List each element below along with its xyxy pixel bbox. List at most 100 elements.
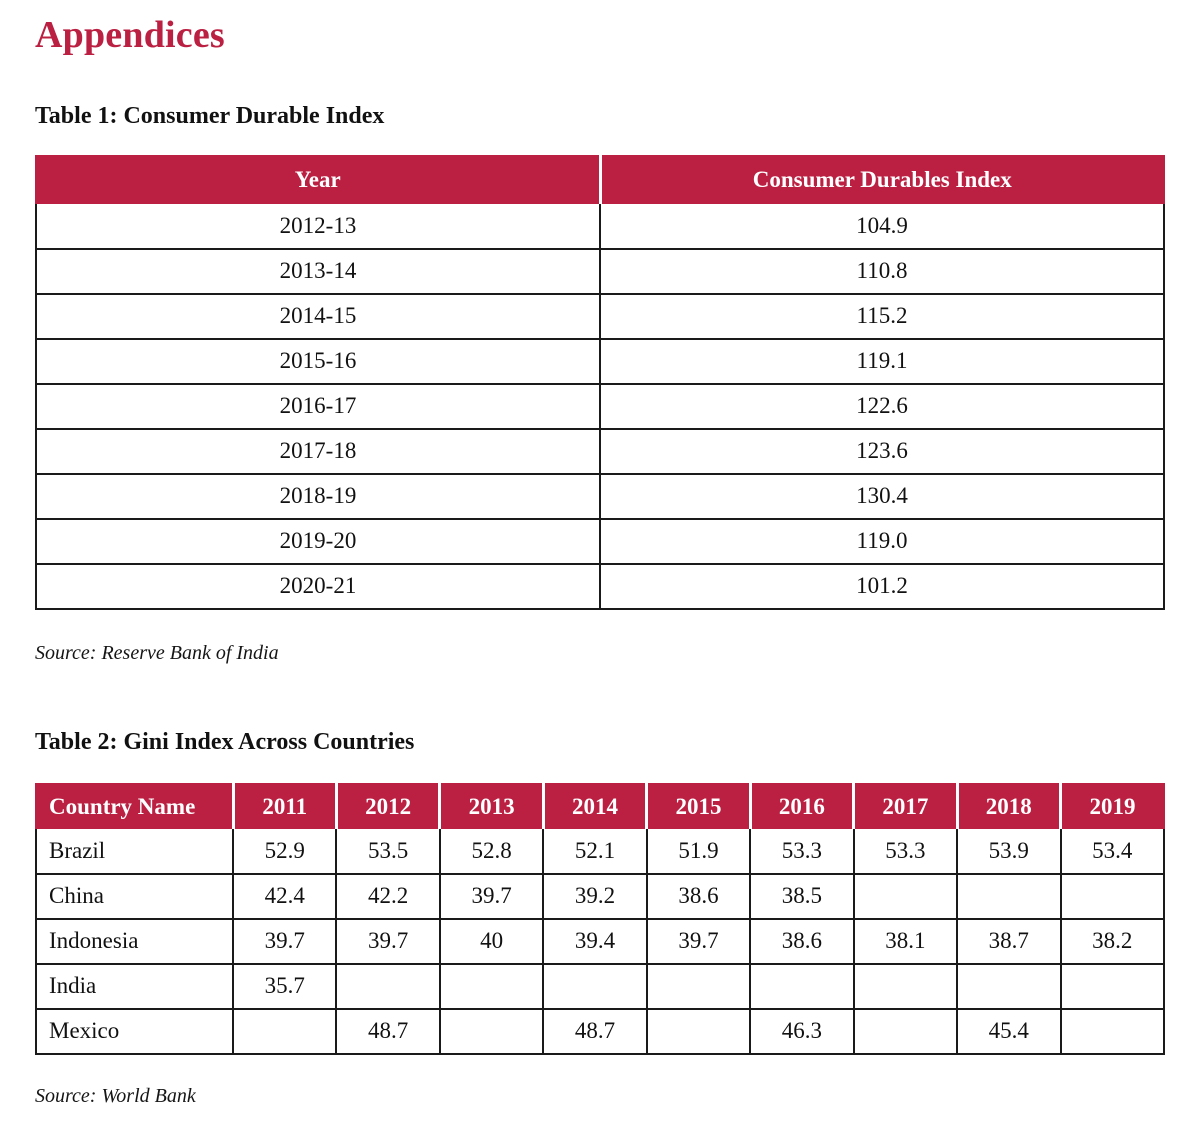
table-cell: 2016-17 bbox=[35, 382, 601, 430]
column-header: Year bbox=[35, 154, 601, 204]
table-cell: 123.6 bbox=[599, 427, 1165, 475]
table-cell: 38.1 bbox=[852, 917, 959, 965]
column-header: 2014 bbox=[541, 782, 648, 829]
table-row: 2020-21 101.2 bbox=[35, 562, 1165, 610]
table-row: Indonesia 39.7 39.7 40 39.4 39.7 38.6 38.1 38.7 3… bbox=[35, 917, 1165, 965]
table-cell: 53.4 bbox=[1059, 827, 1165, 875]
table-cell: 35.7 bbox=[231, 962, 338, 1010]
table1-title: Table 1: Consumer Durable Index bbox=[35, 102, 385, 129]
table2-body: Brazil 52.9 53.5 52.8 52.1 51.9 53.3 53.3 53.9 53… bbox=[35, 827, 1165, 1055]
table-cell: 39.7 bbox=[335, 917, 441, 965]
table-cell bbox=[1059, 1007, 1165, 1055]
table-cell: 52.1 bbox=[542, 827, 648, 875]
table-cell: 40 bbox=[438, 917, 545, 965]
table-cell: 2014-15 bbox=[35, 292, 601, 340]
table-cell: 2012-13 bbox=[35, 202, 601, 250]
page-title: Appendices bbox=[35, 14, 225, 56]
column-header: 2015 bbox=[645, 782, 752, 829]
column-header: 2011 bbox=[231, 782, 338, 829]
table-cell: 2017-18 bbox=[35, 427, 601, 475]
table-cell: 38.7 bbox=[956, 917, 1062, 965]
table-cell: 38.2 bbox=[1059, 917, 1165, 965]
column-header: 2018 bbox=[955, 782, 1062, 829]
table-cell bbox=[645, 962, 752, 1010]
table-cell: 38.6 bbox=[645, 872, 752, 920]
table-cell bbox=[1059, 872, 1165, 920]
table-cell: 130.4 bbox=[599, 472, 1165, 520]
table-cell: Brazil bbox=[35, 827, 234, 875]
table-cell: 2013-14 bbox=[35, 247, 601, 295]
table-row: 2013-14 110.8 bbox=[35, 247, 1165, 295]
table-row: China 42.4 42.2 39.7 39.2 38.6 38.5 bbox=[35, 872, 1165, 920]
table-cell: 51.9 bbox=[645, 827, 752, 875]
table-cell: 53.3 bbox=[749, 827, 855, 875]
table-cell bbox=[852, 962, 959, 1010]
table-cell: 46.3 bbox=[749, 1007, 855, 1055]
table-row: India 35.7 bbox=[35, 962, 1165, 1010]
table-row: Brazil 52.9 53.5 52.8 52.1 51.9 53.3 53.3 53.9 53… bbox=[35, 827, 1165, 875]
gini-index-table: Country Name 2011 2012 2013 2014 2015 2016 2017… bbox=[35, 782, 1165, 1055]
table-row: 2019-20 119.0 bbox=[35, 517, 1165, 565]
table-cell: Indonesia bbox=[35, 917, 234, 965]
table-cell bbox=[749, 962, 855, 1010]
table-cell: 42.2 bbox=[335, 872, 441, 920]
table-row: 2016-17 122.6 bbox=[35, 382, 1165, 430]
table-row: 2012-13 104.9 bbox=[35, 202, 1165, 250]
table-cell: 38.5 bbox=[749, 872, 855, 920]
column-header: 2013 bbox=[438, 782, 545, 829]
table-cell: 38.6 bbox=[749, 917, 855, 965]
table-cell: 45.4 bbox=[956, 1007, 1062, 1055]
table-cell: Mexico bbox=[35, 1007, 234, 1055]
table1-source: Source: Reserve Bank of India bbox=[35, 641, 279, 664]
table2-source: Source: World Bank bbox=[35, 1084, 196, 1107]
table-row: 2017-18 123.6 bbox=[35, 427, 1165, 475]
table-cell: 2020-21 bbox=[35, 562, 601, 610]
table-cell bbox=[542, 962, 648, 1010]
table-cell bbox=[852, 872, 959, 920]
table-cell: 53.9 bbox=[956, 827, 1062, 875]
table-cell bbox=[1059, 962, 1165, 1010]
table-cell: 115.2 bbox=[599, 292, 1165, 340]
table-cell: 39.7 bbox=[645, 917, 752, 965]
consumer-durable-index-table: Year Consumer Durables Index 2012-13 104.9… bbox=[35, 154, 1165, 610]
table-cell: 110.8 bbox=[599, 247, 1165, 295]
table-cell: India bbox=[35, 962, 234, 1010]
table-row: Mexico 48.7 48.7 46.3 45.4 bbox=[35, 1007, 1165, 1055]
table-cell bbox=[438, 962, 545, 1010]
table-cell: 122.6 bbox=[599, 382, 1165, 430]
table-cell: 48.7 bbox=[542, 1007, 648, 1055]
table-row: 2018-19 130.4 bbox=[35, 472, 1165, 520]
table2-header-row: Country Name 2011 2012 2013 2014 2015 2016 2017… bbox=[35, 782, 1165, 829]
column-header: Consumer Durables Index bbox=[598, 154, 1165, 204]
table-cell: 39.7 bbox=[438, 872, 545, 920]
table2-title: Table 2: Gini Index Across Countries bbox=[35, 728, 415, 755]
column-header: 2016 bbox=[748, 782, 855, 829]
table-cell bbox=[231, 1007, 338, 1055]
table-cell: 2015-16 bbox=[35, 337, 601, 385]
table1-header-row: Year Consumer Durables Index bbox=[35, 154, 1165, 204]
table-cell: China bbox=[35, 872, 234, 920]
column-header: 2012 bbox=[334, 782, 441, 829]
table-cell: 39.7 bbox=[231, 917, 338, 965]
table-cell: 53.5 bbox=[335, 827, 441, 875]
table-cell: 48.7 bbox=[335, 1007, 441, 1055]
column-header: 2019 bbox=[1059, 782, 1165, 829]
table-cell: 39.2 bbox=[542, 872, 648, 920]
table-row: 2014-15 115.2 bbox=[35, 292, 1165, 340]
table-cell: 2019-20 bbox=[35, 517, 601, 565]
table2-header: Country Name 2011 2012 2013 2014 2015 2016 2017… bbox=[35, 782, 1165, 829]
table-cell bbox=[438, 1007, 545, 1055]
column-header: Country Name bbox=[35, 782, 234, 829]
table-cell: 101.2 bbox=[599, 562, 1165, 610]
table-cell bbox=[645, 1007, 752, 1055]
table-cell bbox=[956, 962, 1062, 1010]
table-cell: 39.4 bbox=[542, 917, 648, 965]
table-cell bbox=[956, 872, 1062, 920]
column-header: 2017 bbox=[852, 782, 959, 829]
table-cell: 52.9 bbox=[231, 827, 338, 875]
table-row: 2015-16 119.1 bbox=[35, 337, 1165, 385]
table-cell: 119.0 bbox=[599, 517, 1165, 565]
table-cell: 53.3 bbox=[852, 827, 959, 875]
table-cell: 52.8 bbox=[438, 827, 545, 875]
